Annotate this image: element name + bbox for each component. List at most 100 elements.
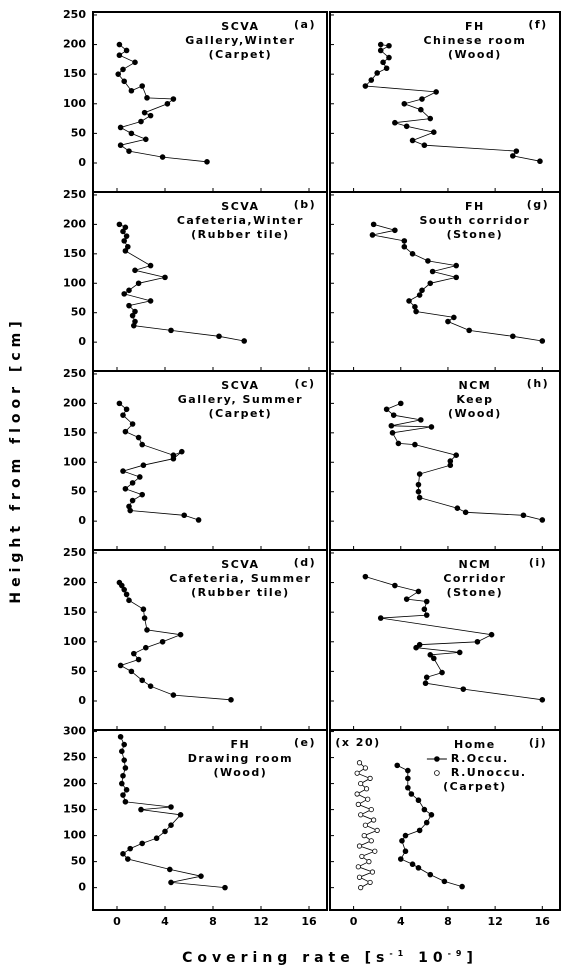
data-point: [135, 434, 142, 441]
panel-title: (Wood): [448, 407, 502, 420]
data-point: [421, 606, 428, 613]
y-tick-label: 50: [71, 485, 87, 498]
data-point: [453, 262, 460, 269]
y-tick-label: 0: [78, 694, 86, 707]
data-point: [392, 119, 398, 126]
data-point: [119, 780, 125, 787]
data-point: [127, 507, 133, 514]
data-point: [374, 70, 380, 76]
data-point: [162, 274, 168, 281]
data-point: [401, 238, 408, 244]
x-axis-title-part: ]: [466, 950, 477, 966]
data-point: [354, 791, 360, 797]
data-point: [121, 586, 127, 593]
data-point: [198, 873, 204, 879]
x-tick-label: 4: [161, 915, 169, 928]
y-tick-label: 0: [78, 881, 86, 894]
data-point: [121, 741, 127, 748]
panel-title: Keep: [456, 393, 493, 406]
data-point: [392, 582, 398, 589]
data-point: [127, 845, 133, 852]
data-point: [139, 441, 146, 448]
data-point: [427, 652, 434, 658]
y-tick-label: 250: [63, 367, 86, 380]
data-point: [222, 884, 228, 891]
y-tick-label: 0: [78, 514, 86, 527]
panel-frame: [329, 729, 561, 911]
data-point: [125, 243, 131, 250]
data-point: [433, 89, 439, 95]
series-line: [117, 44, 208, 163]
data-point: [451, 314, 457, 321]
panel-title: Home: [454, 738, 496, 751]
x-axis-title: Covering rate [s-1 10-9]: [182, 949, 478, 966]
data-point: [413, 644, 419, 651]
panel-label: (a): [294, 18, 316, 31]
data-point: [510, 333, 516, 340]
data-point: [139, 491, 146, 498]
data-point: [159, 154, 166, 160]
panel-title: (Carpet): [209, 48, 273, 61]
data-point: [416, 471, 423, 477]
y-tick-label: 250: [63, 546, 86, 559]
data-point: [441, 878, 448, 885]
data-point: [539, 338, 546, 344]
x-tick-label: 8: [209, 915, 217, 928]
data-point: [369, 232, 376, 238]
data-point: [128, 668, 135, 675]
panel-label: (d): [294, 556, 316, 569]
data-point: [361, 833, 367, 839]
data-point: [406, 298, 412, 304]
data-point: [122, 248, 129, 254]
y-tick-label: 0: [78, 335, 86, 348]
data-point: [120, 228, 126, 235]
panel-label: (h): [527, 377, 549, 390]
data-point: [121, 78, 127, 85]
data-point: [120, 851, 126, 857]
data-point: [380, 59, 386, 66]
data-point: [143, 644, 149, 651]
data-point: [425, 258, 431, 264]
y-tick-label: 250: [63, 188, 86, 201]
data-point: [419, 96, 425, 102]
data-point: [139, 83, 146, 89]
data-point: [216, 333, 222, 340]
panel-title: Cafeteria,Winter: [177, 214, 304, 227]
data-point: [144, 627, 150, 633]
data-point: [412, 304, 418, 310]
x-tick-label: 0: [350, 915, 358, 928]
data-point: [401, 243, 408, 250]
data-point: [204, 159, 210, 165]
data-point: [125, 856, 131, 862]
data-point: [428, 811, 435, 818]
data-point: [128, 87, 135, 94]
x-axis-title-part: Covering rate [s: [182, 950, 389, 966]
data-point: [116, 41, 123, 48]
panel-title: (Rubber tile): [191, 228, 290, 241]
data-point: [377, 47, 384, 54]
series-line: [385, 403, 543, 521]
data-point: [423, 674, 430, 681]
panel-title: SCVA: [221, 20, 259, 33]
data-point: [168, 327, 174, 334]
data-point: [377, 41, 384, 48]
x-axis-title-sup: -9: [448, 949, 467, 958]
data-point: [430, 129, 437, 135]
data-point: [418, 417, 424, 423]
data-point: [358, 885, 364, 891]
data-point: [123, 591, 130, 598]
data-point: [164, 100, 171, 107]
data-point: [416, 494, 423, 501]
data-point: [537, 158, 543, 165]
data-point: [147, 262, 154, 269]
panel-title: Gallery,Winter: [185, 34, 295, 47]
data-point: [362, 822, 368, 828]
data-point: [397, 856, 404, 862]
data-point: [427, 280, 434, 287]
x-tick-label: 16: [301, 915, 317, 928]
y-tick-label: 200: [63, 777, 86, 790]
x-axis-title-sup: -1: [389, 949, 408, 958]
panel-label: (b): [294, 198, 316, 211]
data-point: [466, 327, 472, 334]
y-tick-label: 100: [63, 635, 86, 648]
